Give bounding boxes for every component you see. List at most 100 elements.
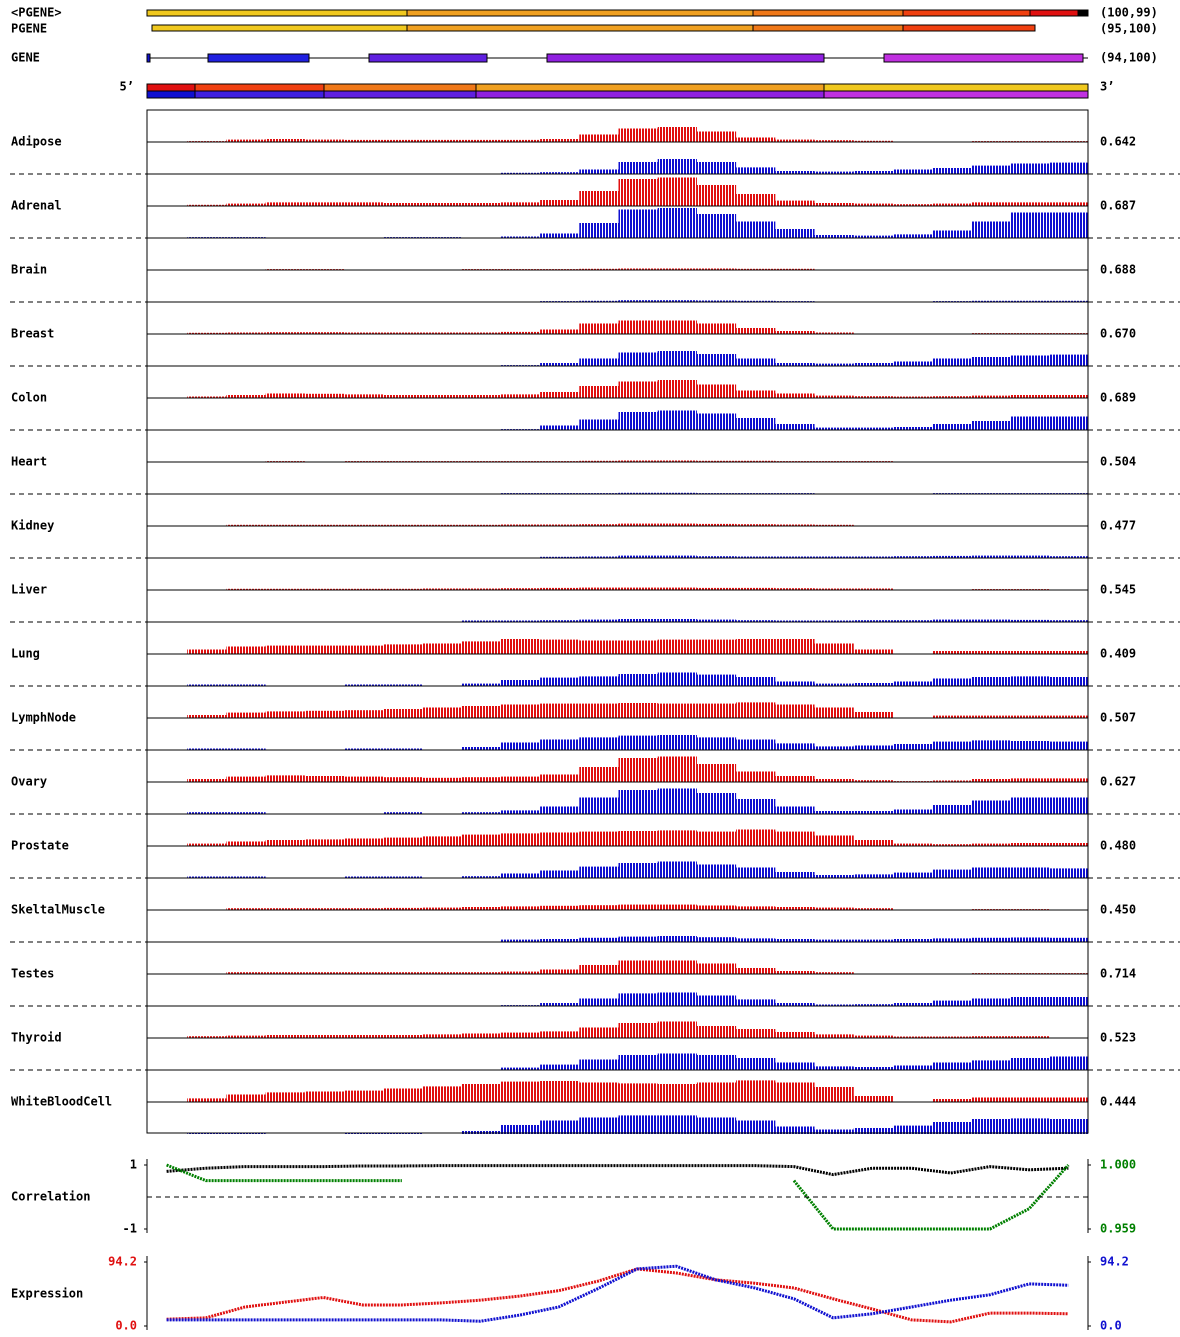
- blue-bar: [775, 743, 815, 750]
- red-bar: [383, 777, 423, 782]
- red-bar: [579, 767, 619, 782]
- tick-label: 0.959: [1100, 1222, 1136, 1236]
- red-bar: [853, 1035, 893, 1038]
- red-bar: [971, 1097, 1011, 1102]
- blue-bar: [1049, 416, 1089, 430]
- blue-bar: [383, 684, 423, 686]
- red-bar: [579, 587, 619, 590]
- red-bar: [853, 649, 893, 654]
- red-bar: [187, 204, 227, 206]
- red-bar: [226, 395, 266, 398]
- red-bar: [657, 268, 697, 270]
- red-bar: [422, 1086, 462, 1102]
- red-bar: [500, 1032, 541, 1038]
- red-bar: [775, 831, 815, 846]
- red-bar: [1010, 715, 1050, 718]
- blue-bar: [500, 620, 541, 622]
- red-bar: [696, 905, 737, 910]
- red-bar: [383, 1035, 423, 1038]
- red-bar: [1049, 778, 1089, 782]
- red-bar: [226, 1094, 266, 1102]
- red-bar: [657, 1084, 697, 1102]
- blue-bar: [500, 742, 541, 750]
- red-bar: [422, 777, 462, 782]
- red-bar: [775, 268, 815, 270]
- blue-bar: [540, 233, 580, 238]
- red-bar: [226, 203, 266, 206]
- blue-bar: [226, 684, 266, 686]
- blue-bar: [500, 236, 541, 238]
- red-bar: [736, 829, 776, 846]
- red-bar: [618, 128, 658, 142]
- red-bar: [226, 524, 266, 526]
- red-bar: [618, 460, 658, 462]
- red-bar: [187, 649, 227, 654]
- red-bar: [540, 969, 580, 974]
- blue-bar: [657, 555, 697, 558]
- blue-bar: [461, 620, 501, 622]
- blue-bar: [736, 739, 776, 750]
- red-bar: [540, 1031, 580, 1038]
- red-bar: [540, 392, 580, 398]
- red-bar: [461, 395, 501, 398]
- blue-bar: [775, 229, 815, 238]
- blue-bar: [775, 806, 815, 814]
- red-bar: [657, 523, 697, 526]
- blue-bar: [853, 1128, 893, 1134]
- red-bar: [696, 1082, 737, 1102]
- blue-bar: [736, 938, 776, 942]
- blue-bar: [579, 1059, 619, 1070]
- red-bar: [736, 639, 776, 654]
- red-bar: [736, 702, 776, 718]
- blue-bar: [540, 939, 580, 942]
- blue-bar: [775, 363, 815, 366]
- blue-bar: [618, 492, 658, 494]
- red-bar: [500, 524, 541, 526]
- blue-bar: [814, 620, 854, 622]
- red-bar: [657, 460, 697, 462]
- blue-bar: [1049, 620, 1089, 622]
- red-bar: [579, 524, 619, 526]
- blue-bar: [1049, 212, 1089, 238]
- blue-bar: [344, 748, 384, 750]
- blue-bar: [1049, 797, 1089, 814]
- blue-bar: [892, 744, 933, 750]
- tissue-label: Prostate: [11, 839, 69, 853]
- blue-bar: [657, 672, 697, 686]
- red-bar: [853, 712, 893, 718]
- red-bar: [657, 639, 697, 654]
- red-bar: [853, 780, 893, 782]
- red-bar: [736, 906, 776, 910]
- blue-bar: [579, 998, 619, 1006]
- red-bar: [1049, 715, 1089, 718]
- red-bar: [696, 639, 737, 654]
- red-bar: [853, 908, 893, 910]
- red-bar: [304, 524, 345, 526]
- blue-bar: [540, 1120, 580, 1134]
- red-bar: [265, 775, 305, 782]
- blue-bar: [736, 677, 776, 686]
- blue-bar: [853, 811, 893, 814]
- red-bar: [618, 587, 658, 590]
- red-bar: [892, 843, 933, 846]
- blue-bar: [657, 351, 697, 366]
- tissue-score: 0.714: [1100, 967, 1136, 981]
- red-bar: [932, 203, 972, 206]
- red-bar: [461, 834, 501, 846]
- blue-bar: [540, 870, 580, 878]
- red-bar: [461, 907, 501, 910]
- red-bar: [618, 703, 658, 718]
- red-bar: [304, 393, 345, 398]
- red-bar: [1049, 651, 1089, 654]
- red-bar: [383, 709, 423, 718]
- red-bar: [422, 707, 462, 718]
- blue-bar: [892, 872, 933, 878]
- red-bar: [736, 1029, 776, 1038]
- blue-bar: [618, 555, 658, 558]
- blue-bar: [814, 1066, 854, 1070]
- red-bar: [579, 323, 619, 334]
- blue-bar: [540, 556, 580, 558]
- blue-bar: [971, 677, 1011, 686]
- blue-bar: [892, 234, 933, 238]
- blue-bar: [814, 683, 854, 686]
